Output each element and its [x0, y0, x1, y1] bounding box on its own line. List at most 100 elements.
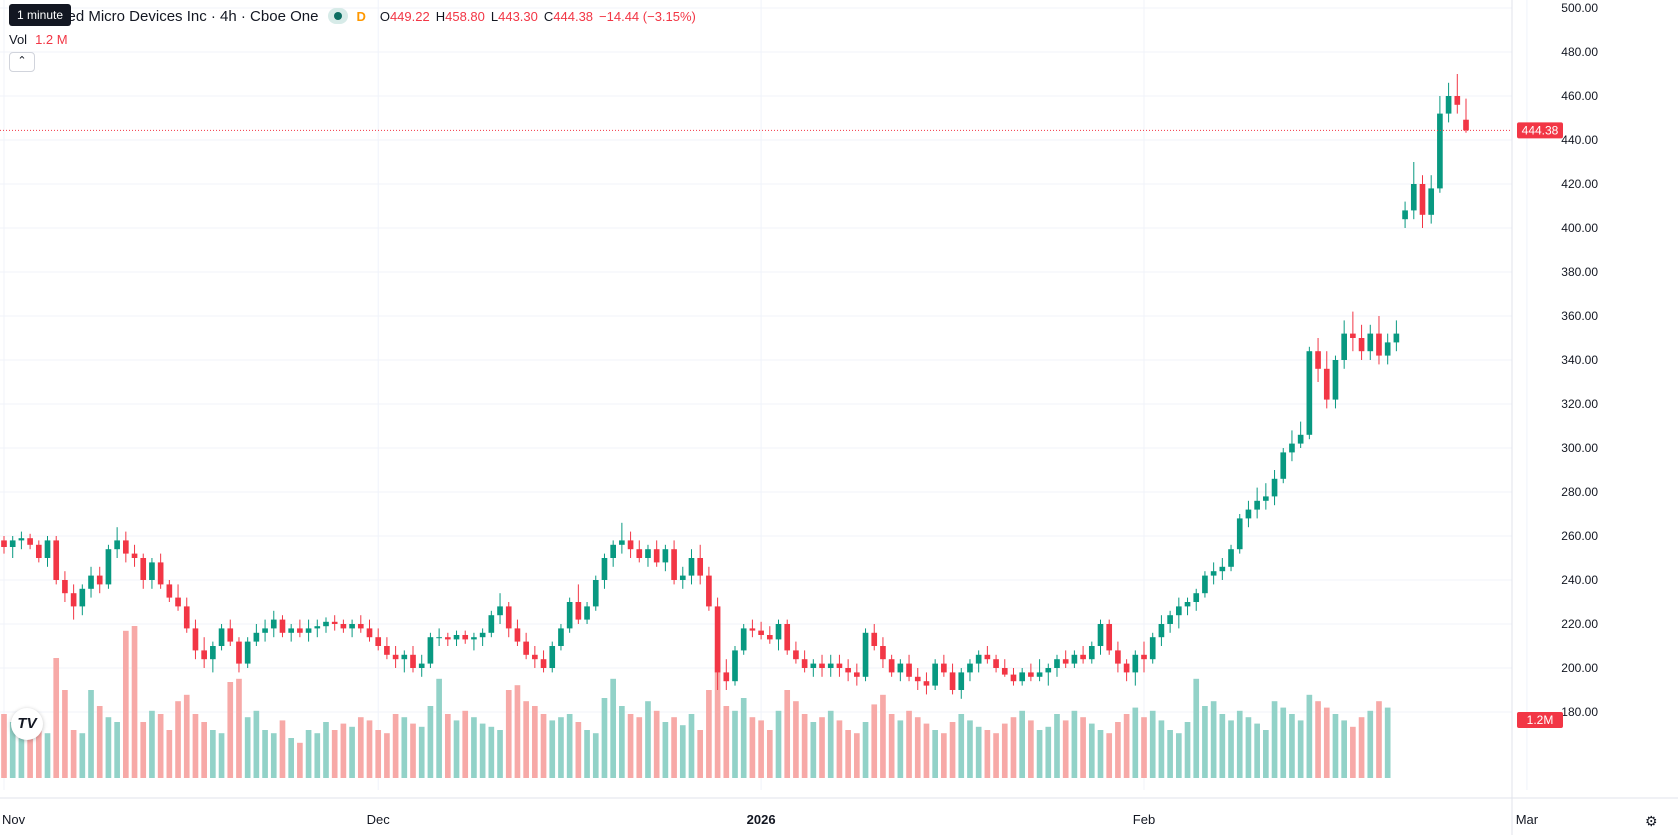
candle-body: [993, 659, 999, 668]
volume-bar: [906, 710, 912, 778]
candle-body: [1115, 650, 1121, 664]
volume-bar: [540, 714, 547, 778]
volume-bar: [175, 701, 181, 778]
candle-body: [1132, 654, 1139, 673]
candle-body: [1463, 119, 1469, 131]
candle-body: [1045, 668, 1052, 673]
candle-body: [671, 549, 677, 580]
volume-bar: [653, 710, 660, 778]
candle-body: [575, 602, 582, 620]
volume-bar: [784, 690, 791, 778]
candle-body: [1071, 654, 1078, 664]
volume-bar: [958, 714, 965, 778]
volume-bar: [993, 733, 999, 778]
volume-bar: [384, 733, 390, 778]
volume-bar: [210, 730, 216, 778]
volume-bar: [775, 710, 782, 778]
volume-bar: [897, 720, 904, 778]
candle-body: [1297, 434, 1304, 444]
candle-body: [1289, 443, 1295, 453]
candle-body: [688, 558, 695, 576]
candle-body: [1193, 593, 1200, 602]
volume-bar: [270, 733, 277, 778]
volume-bar: [114, 722, 120, 778]
volume-bar: [1106, 733, 1113, 778]
candle-body: [862, 632, 869, 677]
volume-bar: [123, 630, 129, 778]
candle-body: [349, 624, 355, 629]
candle-body: [270, 619, 277, 629]
candle-body: [123, 540, 129, 554]
candle-body: [923, 681, 930, 686]
y-tick-label: 500.00: [1561, 1, 1598, 15]
candle-body: [697, 558, 704, 576]
candle-body: [236, 641, 242, 664]
volume-bar: [549, 720, 556, 778]
volume-bar: [836, 720, 843, 778]
y-tick-label: 380.00: [1561, 265, 1598, 279]
volume-bar: [244, 717, 251, 778]
candle-body: [1123, 663, 1130, 673]
candle-body: [549, 646, 556, 668]
gear-icon[interactable]: ⚙: [1645, 813, 1658, 829]
candle-body: [1280, 452, 1287, 479]
ohlc-open: O449.22: [379, 8, 430, 24]
volume-bar: [70, 730, 77, 778]
candle-body: [1306, 351, 1313, 435]
volume-bar: [975, 726, 982, 778]
volume-bar: [688, 714, 695, 778]
volume-bar: [1001, 723, 1008, 778]
volume-axis-label: 1.2M: [1527, 713, 1554, 727]
market-status-icon[interactable]: [328, 8, 349, 24]
candle-body: [653, 549, 660, 563]
volume-bar: [62, 690, 68, 778]
volume-bar: [1332, 714, 1339, 778]
volume-bar: [749, 717, 756, 778]
tradingview-logo[interactable]: TV: [11, 708, 43, 740]
candle-body: [1323, 368, 1330, 400]
candle-body: [1341, 333, 1347, 360]
candle-body: [932, 663, 938, 686]
candle-body: [1210, 571, 1217, 576]
symbol-title[interactable]: ced Micro Devices Inc · 4h · Cboe One: [60, 7, 319, 25]
volume-bar: [984, 730, 991, 778]
volume-bar: [218, 733, 225, 778]
candle-body: [1445, 96, 1452, 114]
candle-body: [210, 646, 216, 660]
chevron-up-icon: ⌃: [17, 55, 27, 67]
volume-bar: [357, 717, 364, 778]
candle-body: [70, 593, 77, 607]
volume-bar: [766, 730, 773, 778]
volume-legend[interactable]: Vol 1.2 M: [9, 32, 68, 47]
volume-bar: [1184, 722, 1191, 778]
candle-body: [601, 558, 608, 580]
delay-flag[interactable]: D: [356, 8, 366, 24]
volume-bar: [723, 706, 730, 778]
volume-bar: [610, 678, 616, 778]
candle-body: [854, 672, 860, 677]
candle-body: [471, 637, 477, 640]
volume-bar: [854, 733, 860, 778]
candle-body: [801, 659, 808, 668]
candle-body: [1028, 672, 1034, 677]
volume-bar: [645, 701, 651, 778]
volume-bar: [201, 722, 207, 778]
volume-bar: [340, 723, 347, 778]
volume-bar: [888, 714, 895, 778]
ohlc-close: C444.38: [543, 8, 594, 24]
volume-bar: [288, 738, 295, 778]
candle-body: [505, 606, 512, 629]
y-tick-label: 420.00: [1561, 177, 1598, 191]
candle-body: [1350, 333, 1356, 338]
y-tick-label: 260.00: [1561, 529, 1598, 543]
candle-body: [410, 654, 416, 668]
volume-bar: [601, 698, 608, 778]
volume-bar: [453, 720, 460, 778]
volume-bar: [575, 722, 582, 778]
volume-bar: [1350, 726, 1356, 778]
volume-bar: [79, 733, 86, 778]
collapse-legend-button[interactable]: ⌃: [9, 52, 35, 72]
volume-bar: [131, 626, 138, 778]
candle-body: [166, 584, 173, 598]
